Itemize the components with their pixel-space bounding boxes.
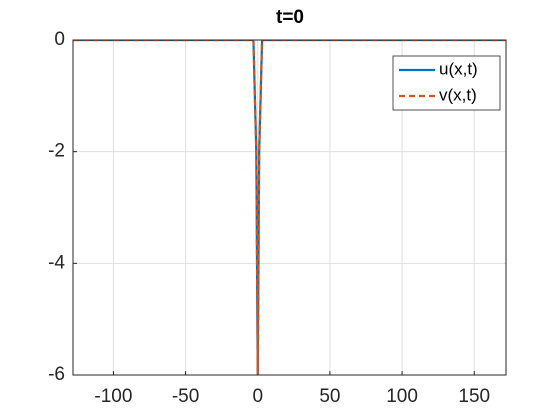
- x-tick-label: 100: [386, 386, 418, 407]
- y-tick-label: -6: [48, 364, 65, 385]
- x-tick-label: -50: [172, 386, 199, 407]
- chart-title: t=0: [276, 7, 304, 28]
- legend-label: u(x,t): [439, 59, 478, 78]
- legend-box: [392, 55, 501, 111]
- y-tick-label: -2: [48, 141, 65, 162]
- y-tick-label: 0: [54, 29, 65, 50]
- x-tick-label: -100: [94, 386, 132, 407]
- x-tick-label: 0: [252, 386, 263, 407]
- x-tick-label: 150: [458, 386, 490, 407]
- x-tick-label: 50: [319, 386, 340, 407]
- legend-label: v(x,t): [439, 85, 477, 104]
- axes-box: [72, 39, 507, 376]
- y-tick-label: -4: [48, 252, 65, 273]
